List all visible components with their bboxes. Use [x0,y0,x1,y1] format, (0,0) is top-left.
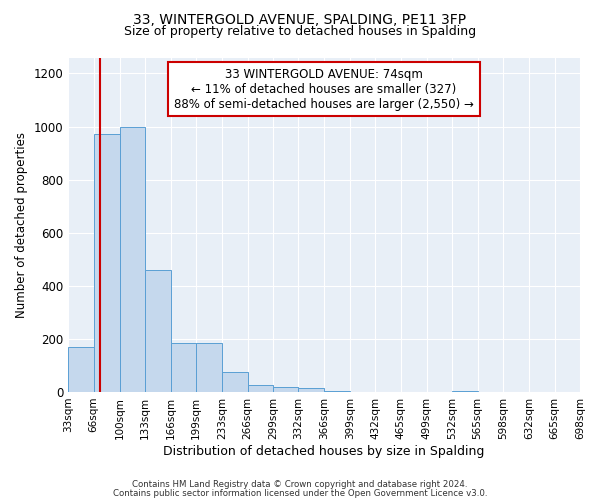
Bar [298,388,325,392]
Text: 33 WINTERGOLD AVENUE: 74sqm
← 11% of detached houses are smaller (327)
88% of se: 33 WINTERGOLD AVENUE: 74sqm ← 11% of det… [174,68,474,110]
Bar [452,390,478,392]
Bar [120,126,145,392]
Text: 33, WINTERGOLD AVENUE, SPALDING, PE11 3FP: 33, WINTERGOLD AVENUE, SPALDING, PE11 3F… [133,12,467,26]
Text: Contains public sector information licensed under the Open Government Licence v3: Contains public sector information licen… [113,488,487,498]
Text: Size of property relative to detached houses in Spalding: Size of property relative to detached ho… [124,25,476,38]
Bar [325,390,350,392]
Bar [170,343,196,392]
Y-axis label: Number of detached properties: Number of detached properties [15,132,28,318]
Bar [145,270,170,392]
X-axis label: Distribution of detached houses by size in Spalding: Distribution of detached houses by size … [163,444,485,458]
Bar [222,372,248,392]
Bar [248,386,273,392]
Bar [196,343,222,392]
Text: Contains HM Land Registry data © Crown copyright and database right 2024.: Contains HM Land Registry data © Crown c… [132,480,468,489]
Bar [68,347,94,392]
Bar [273,386,298,392]
Bar [94,134,120,392]
